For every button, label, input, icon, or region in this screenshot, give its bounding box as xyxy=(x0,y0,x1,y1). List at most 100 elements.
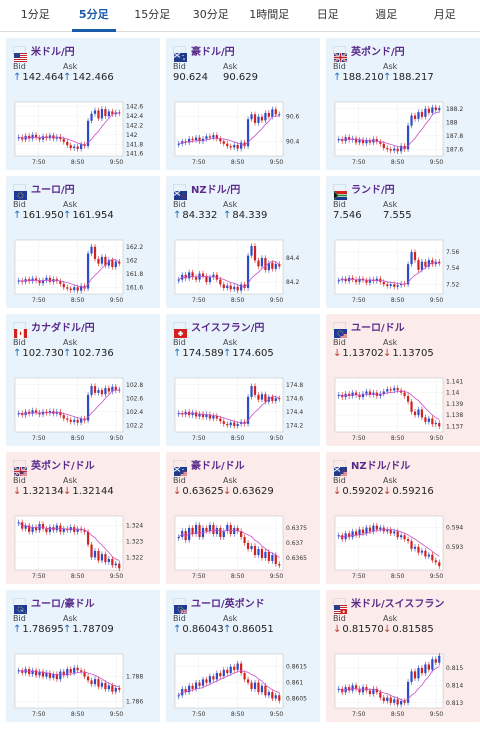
plot-area xyxy=(174,653,284,709)
bid-value: 161.950 xyxy=(22,210,64,221)
tab-7[interactable]: 月足 xyxy=(433,8,456,21)
pair-card[interactable]: 英ポンド/円 Bid Ask ↑188.210 ↑188.217 7:50 8:50 9:50… xyxy=(326,38,480,170)
candle-body xyxy=(41,280,45,284)
candle-body xyxy=(198,525,201,537)
candle-body xyxy=(236,286,239,291)
pair-name-link[interactable]: ユーロ/ドル xyxy=(351,322,405,334)
candle-body xyxy=(236,663,239,670)
candle-body xyxy=(194,525,198,534)
pair-card[interactable]: スイスフラン/円 Bid Ask ↑174.589 ↑174.605 7:50 8:50 9:… xyxy=(166,314,320,446)
pair-card[interactable]: カナダドル/円 Bid Ask ↑102.730 ↑102.736 7:50 8:50 9:5… xyxy=(6,314,160,446)
pair-name-link[interactable]: カナダドル/円 xyxy=(31,322,95,334)
candle-body xyxy=(271,109,274,117)
card-header: カナダドル/円 xyxy=(13,319,153,338)
candle-body xyxy=(219,528,222,537)
pair-card[interactable]: ランド/円BidAsk↑7.546↑7.5557:508:509:507.567… xyxy=(326,176,480,308)
pair-card[interactable]: 米ドル/円 Bid Ask ↑142.464 ↑142.466 7:50 8:50 9:50 1… xyxy=(6,38,160,170)
price-chart[interactable]: 7:50 8:50 9:50 142.6 142.4 142.2 142 141.8 141.6 xyxy=(13,100,153,166)
candle-body xyxy=(267,692,270,696)
ask-label: Ask xyxy=(383,614,398,623)
flag-icon xyxy=(333,321,347,338)
pair-card[interactable]: 豪ドル/円 Bid Ask↑90.624↑90.629 7:50 8:50 9:50 90.… xyxy=(166,38,320,170)
pair-name-link[interactable]: ユーロ/英ポンド xyxy=(191,598,265,610)
price-chart[interactable]: 7:50 8:50 9:50 162.2 162 161.8 161.6 xyxy=(13,238,153,304)
pair-name-link[interactable]: 豪ドル/円 xyxy=(191,46,235,58)
ask-label: Ask xyxy=(63,200,78,209)
candle-body xyxy=(41,671,45,677)
y-tick-label: 187.6 xyxy=(446,146,463,153)
price-values: ↑142.464 ↑142.466 xyxy=(13,72,153,83)
candle-body xyxy=(31,134,34,139)
arrow-up-icon: ↑ xyxy=(223,210,232,221)
pair-name-link[interactable]: 英ポンド/円 xyxy=(351,46,405,58)
price-chart[interactable]: 7:50 8:50 9:50 174.8 174.6 174.4 174.2 xyxy=(173,376,313,442)
candle-body xyxy=(111,685,114,692)
tab-3[interactable]: 30分足 xyxy=(192,8,229,21)
candle-body xyxy=(379,692,382,698)
price-chart[interactable]: 7:50 8:50 9:50 0.6375 0.637 0.6365 xyxy=(173,514,313,580)
tab-6[interactable]: 週足 xyxy=(375,8,398,21)
ask-value: 142.466 xyxy=(72,72,114,83)
candle-body xyxy=(236,144,239,149)
arrow-down-icon: ↓ xyxy=(333,624,342,635)
price-chart[interactable]: 7:50 8:50 9:50 188.2 188 187.8 187.6 xyxy=(333,100,473,166)
candle-body xyxy=(240,663,243,674)
tab-1[interactable]: 5分足 xyxy=(65,0,124,32)
candle-body xyxy=(66,141,69,146)
candle-body xyxy=(114,563,117,566)
tab-4[interactable]: 1時間足 xyxy=(249,8,290,21)
flag-icon xyxy=(13,45,27,62)
y-tick-label: 7.52 xyxy=(446,281,460,288)
pair-name-link[interactable]: ユーロ/円 xyxy=(31,184,75,196)
pair-name-link[interactable]: スイスフラン/円 xyxy=(191,322,265,334)
price-labels: Bid Ask xyxy=(173,614,313,623)
pair-card[interactable]: 英ポンド/ドル Bid Ask ↓1.32134 ↓1.32144 7:50 8:50 9:5… xyxy=(6,452,160,584)
price-chart[interactable]: 7:50 8:50 9:50 1.141 1.14 1.139 1.138 1.137 xyxy=(333,376,473,442)
price-chart[interactable]: 7:50 8:50 9:50 90.6 90.4 xyxy=(173,100,313,166)
price-chart[interactable]: 7:50 8:50 9:50 1.324 1.323 1.322 xyxy=(13,514,153,580)
price-labels: Bid Ask xyxy=(173,476,313,485)
tab-2[interactable]: 15分足 xyxy=(134,8,171,21)
bid-label: Bid xyxy=(13,200,26,209)
bid-value: 0.86043 xyxy=(182,624,224,635)
ask-label: Ask xyxy=(63,476,78,485)
price-chart[interactable]: 7:50 8:50 9:50 7.56 7.54 7.52 xyxy=(333,238,473,304)
price-chart[interactable]: 7:50 8:50 9:50 84.4 84.2 xyxy=(173,238,313,304)
tab-0[interactable]: 1分足 xyxy=(20,8,50,21)
pair-name-link[interactable]: 米ドル/円 xyxy=(31,46,75,58)
bid-price: ↑1.78695 xyxy=(13,624,64,635)
pair-name-link[interactable]: 英ポンド/ドル xyxy=(31,460,95,472)
pair-card[interactable]: NZドル/ドル Bid Ask ↓0.59202 ↓0.59216 7:50 8:50 9:5… xyxy=(326,452,480,584)
price-chart[interactable]: 7:50 8:50 9:50 0.8615 0.861 0.8605 xyxy=(173,652,313,718)
candle-body xyxy=(354,138,358,143)
candle-body xyxy=(389,149,392,151)
pair-card[interactable]: ユーロ/英ポンド Bid Ask ↑0.86043 ↑0.86051 7:50 8:50 9:… xyxy=(166,590,320,722)
pair-name-link[interactable]: ユーロ/豪ドル xyxy=(31,598,95,610)
tab-5[interactable]: 日足 xyxy=(316,8,339,21)
price-chart[interactable]: 7:50 8:50 9:50 0.594 0.593 xyxy=(333,514,473,580)
pair-card[interactable]: ユーロ/ドル Bid Ask ↓1.13702 ↓1.13705 7:50 8:50 9:50… xyxy=(326,314,480,446)
pair-card[interactable]: 米ドル/スイスフラン Bid Ask ↓0.81570 ↓0.81585 7:50 8:50… xyxy=(326,590,480,722)
card-header: スイスフラン/円 xyxy=(173,319,313,338)
price-chart[interactable]: 7:50 8:50 9:50 1.788 1.786 xyxy=(13,652,153,718)
pair-name-link[interactable]: ランド/円 xyxy=(351,184,395,196)
bid-value: 0.63625 xyxy=(182,486,224,497)
pair-card[interactable]: 豪ドル/ドル Bid Ask ↓0.63625 ↓0.63629 7:50 8:50 9:50… xyxy=(166,452,320,584)
candle-body xyxy=(90,386,93,395)
pair-name-link[interactable]: NZドル/円 xyxy=(191,184,241,196)
price-chart[interactable]: 7:50 8:50 9:50 102.8 102.6 102.4 102.2 xyxy=(13,376,153,442)
pair-card[interactable]: ユーロ/円 Bid Ask ↑161.950 ↑161.954 7:50 8:50 9:50 1… xyxy=(6,176,160,308)
y-tick-label: 141.6 xyxy=(126,151,143,158)
pair-name-link[interactable]: NZドル/ドル xyxy=(351,460,411,472)
pair-card[interactable]: NZドル/円 Bid Ask ↑84.332 ↑84.339 7:50 8:50 9:50 84… xyxy=(166,176,320,308)
candle-body xyxy=(177,143,180,145)
pair-name-link[interactable]: 米ドル/スイスフラン xyxy=(351,598,445,610)
pair-card[interactable]: ユーロ/豪ドル Bid Ask ↑1.78695 ↑1.78709 7:50 8:50 9:5… xyxy=(6,590,160,722)
candle-body xyxy=(260,394,264,400)
price-chart[interactable]: 7:50 8:50 9:50 0.815 0.814 0.813 xyxy=(333,652,473,718)
candle-body xyxy=(229,422,232,426)
pair-name-link[interactable]: 豪ドル/ドル xyxy=(191,460,245,472)
candle-body xyxy=(205,679,208,683)
candle-body xyxy=(212,676,215,680)
candle-body xyxy=(260,258,264,267)
